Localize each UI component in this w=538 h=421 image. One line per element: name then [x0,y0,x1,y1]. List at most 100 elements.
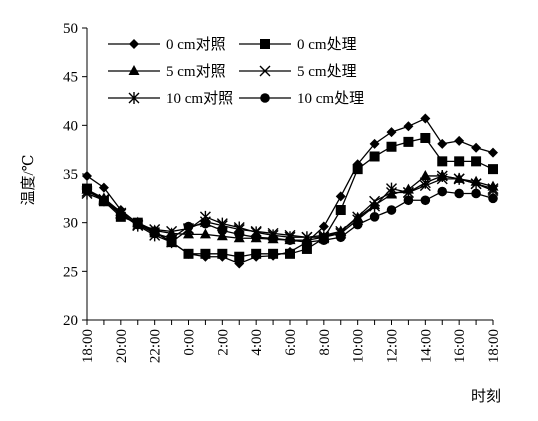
data-point [268,233,278,244]
data-point [166,225,178,237]
x-tick-label: 4:00 [249,329,265,356]
data-point [471,156,482,167]
data-point [420,113,431,124]
legend-item: 5 cm对照 [108,63,226,80]
y-tick-label: 40 [63,118,78,134]
x-tick-label: 12:00 [385,329,401,363]
legend-label: 10 cm处理 [297,90,364,107]
legend: 0 cm对照 0 cm处理 5 cm对照 5 cm处理 10 cm对照 10 cm处理 [108,36,364,107]
data-point [488,193,498,204]
series-layer [81,113,499,269]
legend-label: 5 cm处理 [297,63,357,80]
legend-item: 10 cm对照 [108,90,233,107]
data-point [488,164,498,175]
data-point [335,232,346,243]
x-tick-label: 20:00 [114,329,130,363]
data-point [454,156,465,167]
data-point [199,228,211,239]
data-point [82,185,92,196]
data-point [437,156,448,167]
data-point [285,248,295,259]
data-point [369,138,380,149]
data-point [183,248,194,259]
data-point [386,127,397,138]
x-tick-label: 0:00 [182,329,198,356]
y-tick-label: 45 [63,70,78,86]
data-point [403,121,414,132]
y-tick-label: 50 [63,21,78,37]
data-point [419,176,431,189]
data-point [437,186,448,197]
legend-marker [129,39,139,49]
data-point [200,248,211,259]
data-point [369,151,380,162]
data-point [301,243,312,254]
data-point [369,200,381,213]
y-axis-title: 温度/℃ [20,155,37,206]
legend-label: 5 cm对照 [166,63,226,80]
data-point [217,248,228,259]
data-point [234,251,245,262]
x-tick-label: 6:00 [283,329,299,356]
data-point [403,136,414,147]
data-point [471,142,482,153]
data-point [234,229,245,240]
legend-label: 0 cm处理 [297,36,357,53]
x-tick-label: 2:00 [215,329,231,356]
x-tick-label: 10:00 [351,329,367,363]
data-point [217,225,228,236]
x-axis-title: 时刻 [471,388,501,405]
legend-marker [128,65,140,75]
data-point [183,221,194,232]
legend-marker [260,39,270,49]
legend-label: 0 cm对照 [166,36,226,53]
x-tick-label: 22:00 [148,329,164,363]
series-5 [82,185,498,247]
legend-item: 0 cm对照 [108,36,226,53]
y-tick-label: 25 [63,264,78,280]
data-point [251,248,262,259]
data-point [82,170,92,181]
data-point [352,164,363,175]
data-point [488,147,498,158]
axes: 20 25 30 35 40 45 50 18:00 20:00 22:00 0:00 2:00 4:0… [63,21,502,363]
y-tick-label: 35 [63,167,78,183]
y-tick-label: 20 [63,313,78,329]
data-point [352,219,363,230]
data-point [335,205,346,216]
data-point [116,210,126,220]
data-point [419,169,431,180]
legend-marker [259,65,271,77]
x-tick-label: 8:00 [317,329,333,356]
data-point [386,182,397,195]
data-point [453,172,465,185]
data-point [436,169,448,182]
legend-item: 5 cm处理 [239,63,357,80]
x-tick-label: 16:00 [452,329,468,363]
data-point [335,191,346,202]
data-point [268,248,279,259]
data-point [403,195,414,206]
legend-item: 0 cm处理 [239,36,357,53]
x-tick-label: 18:00 [80,329,96,363]
data-point [470,177,482,190]
data-point [318,221,329,232]
data-point [319,235,329,245]
data-point [386,141,397,152]
data-point [420,195,431,206]
data-point [437,138,448,149]
legend-marker [260,93,270,103]
data-point [99,195,109,206]
legend-marker [128,92,140,104]
y-tick-label: 30 [63,216,78,232]
data-point [285,235,295,245]
legend-label: 10 cm对照 [166,90,233,107]
data-point [386,205,397,215]
data-point [454,135,465,146]
data-point [302,237,312,247]
data-point [216,230,228,241]
series-0 [82,113,498,269]
data-point [200,218,211,229]
x-tick-label: 18:00 [486,329,502,363]
